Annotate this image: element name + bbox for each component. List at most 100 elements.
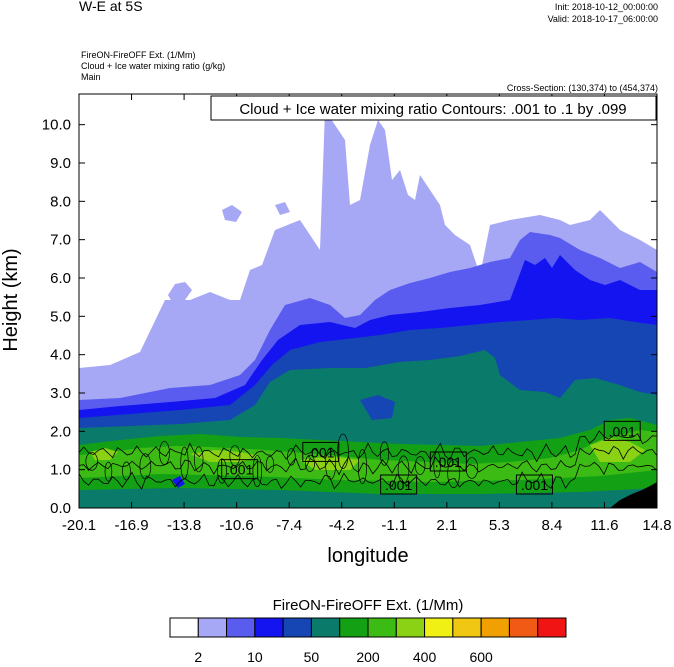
x-tick-label: -10.6 xyxy=(220,517,254,534)
colorbar-label: 400 xyxy=(413,649,437,665)
field-patch xyxy=(300,456,360,470)
contour-label-box xyxy=(302,441,340,462)
contour-line xyxy=(79,461,657,490)
cloud-fragment xyxy=(275,202,290,215)
colorbar-swatch xyxy=(254,617,284,638)
contour-label: .001 xyxy=(307,444,334,460)
colorbar-swatch xyxy=(480,617,510,638)
x-tick-label: -7.4 xyxy=(276,517,302,534)
colorbar xyxy=(169,617,567,638)
colorbar-label: 2 xyxy=(194,649,202,665)
colorbar-swatch xyxy=(395,617,426,638)
contour-label-box xyxy=(221,459,259,480)
cross-section-label: Cross-Section: (130,374) to (454,374) xyxy=(506,83,658,93)
colorbar-swatch xyxy=(508,617,539,638)
contour-cell xyxy=(414,456,426,475)
y-tick-label: 9.0 xyxy=(50,155,71,172)
contour-label: .001 xyxy=(609,423,636,439)
x-tick-label: 2.1 xyxy=(436,517,457,534)
x-tick-label: -4.2 xyxy=(329,517,355,534)
terrain xyxy=(610,482,657,508)
y-tick-label: 2.0 xyxy=(50,423,71,440)
contour-cell xyxy=(447,458,460,488)
y-tick-label: 0.0 xyxy=(50,500,71,517)
contour-cell xyxy=(252,455,262,488)
filled-contour-field xyxy=(79,94,657,508)
colorbar-swatch xyxy=(310,617,341,638)
x-tick-label: -16.9 xyxy=(114,517,148,534)
contour-cell xyxy=(159,441,170,465)
field-description-3: Main xyxy=(81,72,101,82)
colorbar-label: 600 xyxy=(469,649,493,665)
y-tick-label: 5.0 xyxy=(50,308,71,325)
x-tick-label: -13.8 xyxy=(167,517,201,534)
contour-cell xyxy=(287,448,296,466)
contour-cell xyxy=(217,458,227,484)
contour-label: .001 xyxy=(226,462,253,478)
colorbar-swatch xyxy=(339,617,369,638)
colorbar-labels: 2 10 50 200 400 600 xyxy=(194,649,493,665)
contour-cell xyxy=(180,446,189,479)
field-patch xyxy=(360,395,395,420)
y-tick-label: 7.0 xyxy=(50,232,71,249)
contour-cell xyxy=(397,455,410,484)
contour-cell xyxy=(305,454,316,472)
colorbar-swatch xyxy=(367,617,397,638)
colorbar-title: FireON-FireOFF Ext. (1/Mm) xyxy=(273,597,464,614)
contour-label-box xyxy=(603,420,641,441)
x-tick-label: -1.1 xyxy=(381,517,407,534)
colorbar-swatch xyxy=(424,617,454,638)
field-patch xyxy=(590,438,645,462)
contour-label: .001 xyxy=(435,454,462,470)
contour-line xyxy=(79,445,657,476)
x-tick-label: 5.3 xyxy=(489,517,510,534)
valid-time: Valid: 2018-10-17_06:00:00 xyxy=(547,14,658,24)
cloud-fragment xyxy=(168,282,192,302)
colorbar-label: 10 xyxy=(247,649,263,665)
colorbar-swatch xyxy=(537,617,567,638)
init-time: Init: 2018-10-12_00:00:00 xyxy=(554,2,658,12)
colorbar-swatch xyxy=(226,617,256,638)
y-tick-label: 8.0 xyxy=(50,193,71,210)
colorbar-label: 50 xyxy=(304,649,320,665)
contour-labels: .001 .001 .001 .001 .001 .001 xyxy=(221,420,641,495)
contour-lines xyxy=(79,430,657,490)
chart-main-title: W-E at 5S xyxy=(79,0,143,14)
contour-label: .001 xyxy=(521,477,548,493)
contour-annotation-text: Cloud + Ice water mixing ratio Contours:… xyxy=(239,101,626,118)
y-tick-label: 10.0 xyxy=(42,117,71,134)
y-tick-label: 4.0 xyxy=(50,347,71,364)
y-tick-label: 1.0 xyxy=(50,462,71,479)
contour-cell xyxy=(357,449,367,484)
contour-cell xyxy=(85,452,98,471)
contour-cell xyxy=(337,433,349,469)
contour-label-box xyxy=(515,474,553,495)
contour-label: .001 xyxy=(385,477,412,493)
contour-label-box xyxy=(429,451,467,472)
contour-label-box xyxy=(380,474,418,495)
field-description-2: Cloud + Ice water mixing ratio (g/kg) xyxy=(81,61,226,71)
plot-frame xyxy=(78,93,658,509)
contour-cell xyxy=(265,456,275,473)
x-axis-title: longitude xyxy=(327,545,408,567)
y-axis: 0.0 1.0 2.0 3.0 4.0 5.0 6.0 7.0 8.0 9.0 10.0 xyxy=(42,117,657,517)
colorbar-swatch xyxy=(197,617,228,638)
x-tick-label: -20.1 xyxy=(62,517,96,534)
y-axis-title: Height (km) xyxy=(0,248,22,351)
contour-annotation: Cloud + Ice water mixing ratio Contours:… xyxy=(210,95,657,121)
field-patch xyxy=(172,476,185,488)
contour-line xyxy=(79,430,657,463)
colorbar-swatch xyxy=(169,617,199,638)
field-patch xyxy=(190,450,260,462)
contour-cell xyxy=(194,446,204,473)
colorbar-swatch xyxy=(282,617,312,638)
y-tick-label: 6.0 xyxy=(50,270,71,287)
cloud-fragment xyxy=(222,205,242,222)
x-axis: -20.1 -16.9 -13.8 -10.6 -7.4 -4.2 -1.1 2.1 5.3 8.… xyxy=(62,94,672,534)
x-tick-label: 14.8 xyxy=(642,517,671,534)
contour-cell xyxy=(104,461,113,482)
x-tick-label: 8.4 xyxy=(541,517,562,534)
y-tick-label: 3.0 xyxy=(50,385,71,402)
x-tick-label: 11.6 xyxy=(590,517,618,534)
